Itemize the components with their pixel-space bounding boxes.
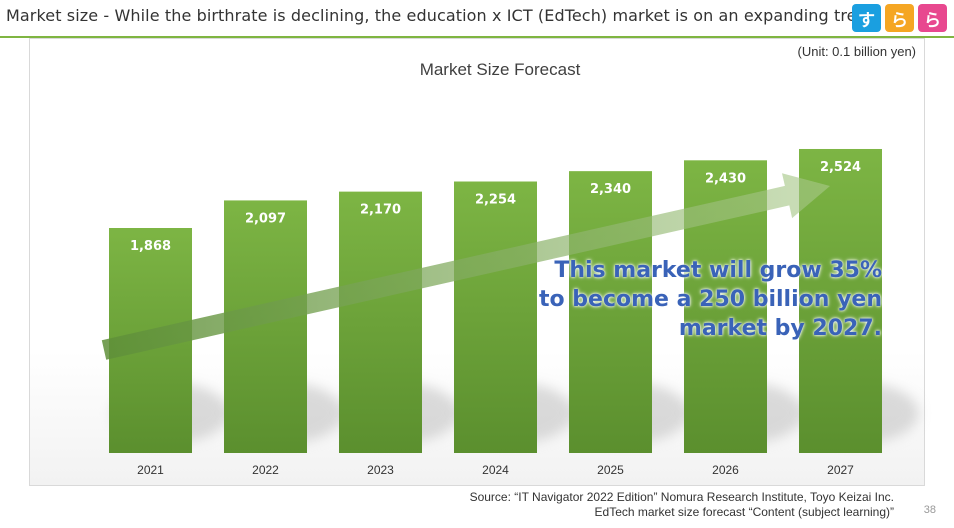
x-tick-2027: 2027 [827, 463, 854, 477]
page-title: Market size - While the birthrate is dec… [6, 6, 883, 25]
value-label-2023: 2,170 [360, 203, 401, 218]
growth-callout: This market will grow 35% to become a 25… [539, 256, 882, 343]
page-number: 38 [923, 504, 936, 516]
trend-arrow [101, 173, 831, 360]
source-note: Source: “IT Navigator 2022 Edition” Nomu… [470, 490, 894, 520]
source-line-2: EdTech market size forecast “Content (su… [594, 505, 894, 519]
brand-logo: す ら ら [852, 4, 948, 32]
x-tick-2026: 2026 [712, 463, 739, 477]
x-tick-2022: 2022 [252, 463, 279, 477]
logo-tile-1: す [852, 4, 881, 32]
bar-2025 [569, 171, 652, 453]
value-label-2025: 2,340 [590, 182, 631, 197]
x-tick-2023: 2023 [367, 463, 394, 477]
x-tick-2024: 2024 [482, 463, 509, 477]
bar-2024 [454, 181, 537, 454]
x-tick-2025: 2025 [597, 463, 624, 477]
value-label-2024: 2,254 [475, 193, 516, 208]
callout-line-3: market by 2027. [678, 316, 882, 341]
value-label-2027: 2,524 [820, 160, 861, 175]
logo-tile-3: ら [918, 4, 947, 32]
chart-title: Market Size Forecast [419, 60, 581, 79]
unit-label: (Unit: 0.1 billion yen) [797, 44, 917, 59]
logo-tile-2: ら [885, 4, 914, 32]
x-tick-2021: 2021 [137, 463, 164, 477]
source-line-1: Source: “IT Navigator 2022 Edition” Nomu… [469, 490, 894, 504]
value-label-2021: 1,868 [130, 239, 171, 254]
callout-line-1: This market will grow 35% [554, 258, 882, 283]
header-divider [0, 36, 954, 38]
value-label-2022: 2,097 [245, 211, 286, 226]
callout-line-2: to become a 250 billion yen [539, 287, 882, 312]
bar-2023 [339, 191, 422, 453]
value-label-2026: 2,430 [705, 171, 746, 186]
